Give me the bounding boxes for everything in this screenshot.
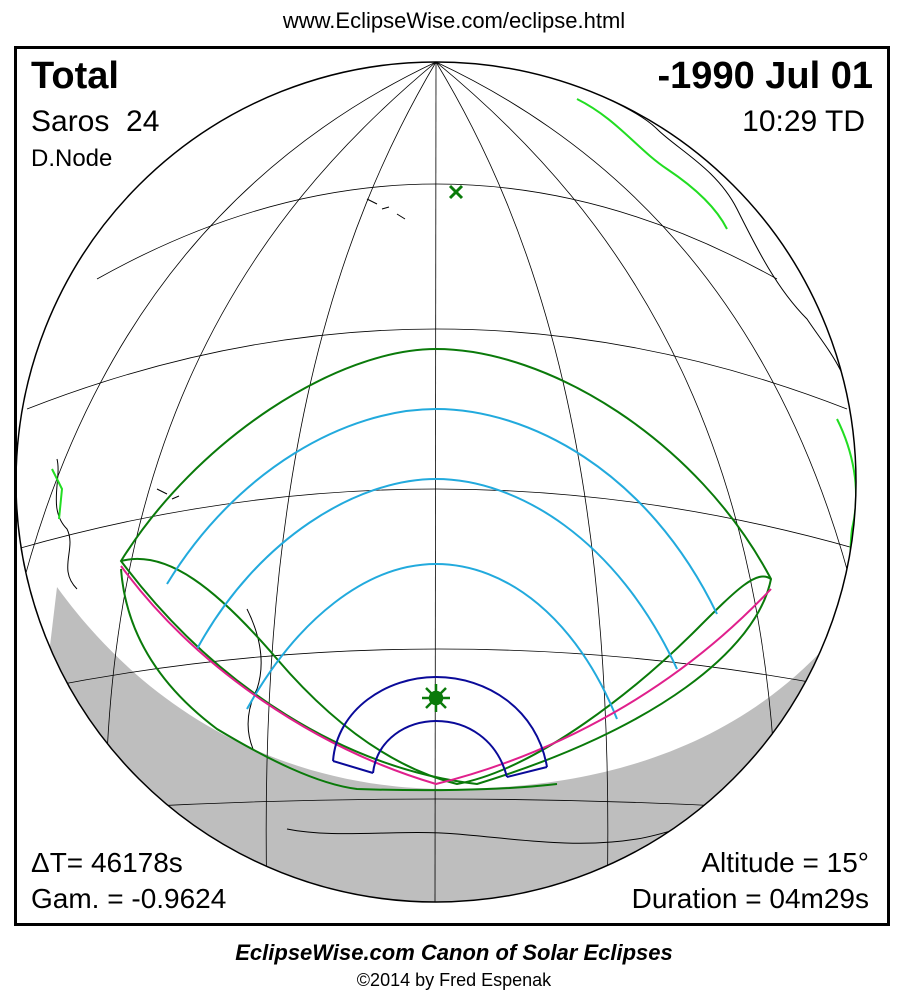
- globe-outline: [17, 61, 857, 903]
- eclipse-map-frame: Total -1990 Jul 01 Saros 24 10:29 TD D.N…: [14, 46, 890, 926]
- central-line: [120, 565, 772, 786]
- umbra-path: [332, 675, 548, 778]
- eclipse-type: Total: [31, 55, 119, 97]
- sun-icon: [422, 684, 450, 712]
- eclipse-time: 10:29 TD: [742, 105, 865, 138]
- saros-number: 24: [126, 105, 160, 138]
- saros-label: Saros 24: [31, 105, 159, 139]
- globe-map: [17, 61, 857, 903]
- graticule: [17, 62, 856, 902]
- x-icon: [448, 184, 464, 200]
- node-label: D.Node: [31, 145, 113, 172]
- footer-title: EclipseWise.com Canon of Solar Eclipses: [235, 940, 673, 965]
- duration: Duration = 04m29s: [631, 883, 869, 914]
- altitude: Altitude = 15°: [701, 847, 869, 878]
- delta-t: ΔT= 46178s: [31, 847, 183, 878]
- saros-label-text: Saros: [31, 105, 110, 138]
- footer-copyright: ©2014 by Fred Espenak: [356, 970, 552, 990]
- eclipse-date: -1990 Jul 01: [657, 55, 873, 97]
- gamma: Gam. = -0.9624: [31, 883, 227, 914]
- magnitude-curves: [166, 407, 718, 720]
- eclipsewise-url[interactable]: www.EclipseWise.com/eclipse.html: [282, 8, 626, 33]
- penumbra-limits: [119, 347, 773, 792]
